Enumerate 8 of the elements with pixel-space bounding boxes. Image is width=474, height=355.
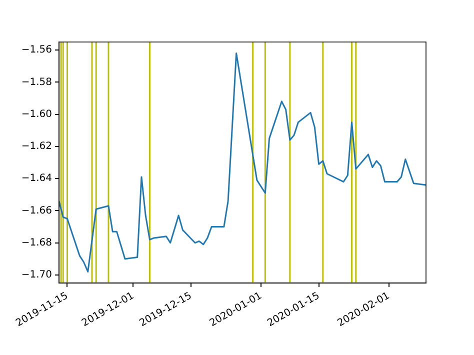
y-tick-label: −1.58 xyxy=(21,76,52,88)
y-tick-label: −1.62 xyxy=(21,141,52,152)
y-tick-label: −1.64 xyxy=(21,173,52,184)
y-tick-label: −1.56 xyxy=(21,44,52,56)
y-tick-label: −1.70 xyxy=(21,270,52,281)
y-tick-label: −1.66 xyxy=(21,205,52,216)
y-tick-label: −1.68 xyxy=(21,237,52,248)
y-tick-label: −1.60 xyxy=(21,108,52,120)
